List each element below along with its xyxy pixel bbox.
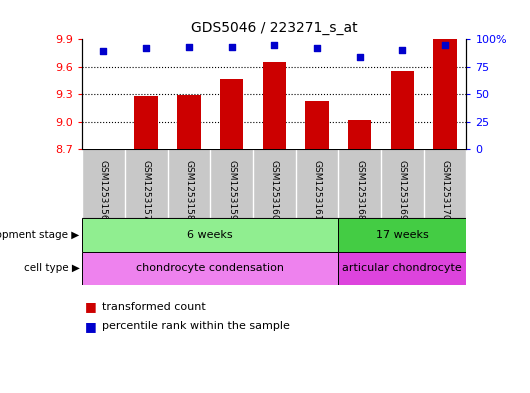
- Text: GSM1253170: GSM1253170: [440, 160, 449, 220]
- Bar: [338, 218, 466, 252]
- Text: 6 weeks: 6 weeks: [188, 230, 233, 240]
- Bar: [262, 62, 286, 149]
- Title: GDS5046 / 223271_s_at: GDS5046 / 223271_s_at: [191, 22, 358, 35]
- Point: [270, 42, 279, 48]
- Text: GSM1253158: GSM1253158: [184, 160, 193, 220]
- Point: [441, 42, 449, 48]
- Text: ■: ■: [85, 300, 96, 313]
- Text: GSM1253161: GSM1253161: [313, 160, 322, 220]
- Bar: [177, 95, 201, 149]
- Bar: [348, 120, 372, 149]
- Text: cell type ▶: cell type ▶: [24, 263, 80, 273]
- Bar: [82, 252, 338, 285]
- Text: ■: ■: [85, 320, 96, 333]
- Bar: [391, 72, 414, 149]
- Bar: [434, 39, 457, 149]
- Bar: [82, 218, 338, 252]
- Text: articular chondrocyte: articular chondrocyte: [342, 263, 462, 273]
- Text: GSM1253168: GSM1253168: [355, 160, 364, 220]
- Text: GSM1253160: GSM1253160: [270, 160, 279, 220]
- Bar: [135, 96, 158, 149]
- Point: [142, 45, 151, 51]
- Point: [398, 47, 407, 53]
- Text: GSM1253159: GSM1253159: [227, 160, 236, 220]
- Point: [99, 48, 108, 55]
- Text: transformed count: transformed count: [102, 301, 206, 312]
- Text: GSM1253156: GSM1253156: [99, 160, 108, 220]
- Point: [227, 44, 236, 50]
- Point: [313, 45, 321, 51]
- Bar: [220, 79, 243, 149]
- Text: 17 weeks: 17 weeks: [376, 230, 429, 240]
- Text: GSM1253169: GSM1253169: [398, 160, 407, 220]
- Text: percentile rank within the sample: percentile rank within the sample: [102, 321, 290, 331]
- Text: GSM1253157: GSM1253157: [142, 160, 151, 220]
- Bar: [338, 252, 466, 285]
- Text: development stage ▶: development stage ▶: [0, 230, 80, 240]
- Point: [184, 44, 193, 50]
- Bar: [305, 101, 329, 149]
- Text: chondrocyte condensation: chondrocyte condensation: [136, 263, 284, 273]
- Point: [356, 54, 364, 60]
